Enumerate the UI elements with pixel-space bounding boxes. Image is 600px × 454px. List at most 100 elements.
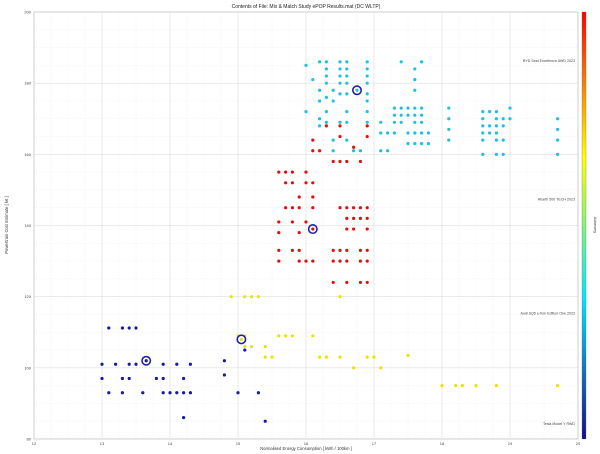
data-point <box>365 99 369 103</box>
data-point <box>338 92 342 96</box>
data-point <box>290 181 294 185</box>
data-point <box>365 92 369 96</box>
data-point <box>392 106 396 110</box>
data-point <box>161 376 165 381</box>
data-point <box>352 227 356 231</box>
data-point <box>494 384 498 388</box>
x-tick-label: 14 <box>168 441 173 446</box>
highlight-point <box>144 359 148 363</box>
data-point <box>277 248 281 253</box>
data-point <box>508 106 512 110</box>
data-point <box>338 206 342 210</box>
data-point <box>290 334 294 338</box>
data-point <box>460 384 464 388</box>
data-point <box>358 206 362 210</box>
data-points <box>100 60 560 423</box>
data-point <box>413 131 417 135</box>
data-point <box>501 138 505 142</box>
data-point <box>311 259 315 263</box>
data-point <box>556 384 560 388</box>
data-point <box>345 216 349 220</box>
data-point <box>318 99 322 103</box>
data-point <box>338 67 342 71</box>
data-point <box>304 181 308 185</box>
data-point <box>352 145 356 149</box>
data-point <box>426 142 430 146</box>
data-point <box>365 120 369 124</box>
data-point <box>345 60 349 64</box>
data-point <box>284 206 288 210</box>
data-point <box>481 117 485 121</box>
data-point <box>107 391 111 395</box>
data-point <box>182 391 186 395</box>
data-point <box>338 248 342 253</box>
data-point <box>250 344 254 349</box>
x-tick-label: 18 <box>440 441 445 446</box>
data-point <box>365 206 369 210</box>
data-point <box>161 391 165 395</box>
data-point <box>256 295 260 299</box>
y-tick-label: 100 <box>24 365 31 370</box>
data-point <box>440 384 444 388</box>
data-point <box>168 391 172 395</box>
data-point <box>365 355 369 359</box>
data-point <box>406 131 410 135</box>
data-point <box>175 391 179 395</box>
data-point <box>501 124 505 128</box>
data-point <box>420 60 424 64</box>
data-point <box>488 124 492 128</box>
data-point <box>426 131 430 135</box>
x-tick-label: 12 <box>32 441 37 446</box>
data-point <box>494 124 498 128</box>
data-point <box>304 63 308 67</box>
data-point <box>331 159 335 164</box>
data-point <box>324 110 328 114</box>
data-point <box>331 259 335 263</box>
x-tick-label: 15 <box>236 441 241 446</box>
data-point <box>413 142 417 146</box>
data-point <box>263 355 267 359</box>
data-point <box>188 391 192 395</box>
data-point <box>399 106 403 110</box>
data-point <box>290 206 294 210</box>
highlight-marker <box>236 334 247 345</box>
data-point <box>420 106 424 110</box>
highlight-point <box>311 227 315 231</box>
data-point <box>501 152 505 156</box>
data-point <box>372 355 376 359</box>
data-point <box>304 110 308 114</box>
x-tick-label: 16 <box>304 441 309 446</box>
data-point <box>338 81 342 85</box>
x-tick-label: 17 <box>372 441 377 446</box>
data-point <box>297 195 301 199</box>
data-point <box>277 170 281 174</box>
data-point <box>182 376 186 381</box>
data-point <box>365 248 369 253</box>
series-annotation: Abarth 500 TECH 2023 <box>538 198 575 202</box>
data-point <box>134 326 138 330</box>
data-point <box>481 152 485 156</box>
data-point <box>413 106 417 110</box>
data-point <box>365 124 369 128</box>
data-point <box>501 117 505 121</box>
data-point <box>379 131 383 135</box>
data-point <box>324 124 328 128</box>
data-point <box>311 181 315 185</box>
chart-title: Contents of File: Mix & Match Study ePOP… <box>232 4 381 10</box>
data-point <box>318 117 322 121</box>
data-point <box>304 259 308 263</box>
data-point <box>229 295 233 299</box>
data-point <box>406 113 410 117</box>
y-tick-label: 80 <box>27 437 32 442</box>
data-point <box>318 149 322 153</box>
data-point <box>154 376 158 381</box>
data-point <box>277 334 281 338</box>
data-point <box>420 131 424 135</box>
data-point <box>297 259 301 263</box>
y-tick-label: 140 <box>24 223 31 228</box>
data-point <box>358 248 362 253</box>
data-point <box>392 120 396 124</box>
data-point <box>481 110 485 114</box>
data-point <box>107 326 111 330</box>
highlight-marker <box>351 85 362 96</box>
